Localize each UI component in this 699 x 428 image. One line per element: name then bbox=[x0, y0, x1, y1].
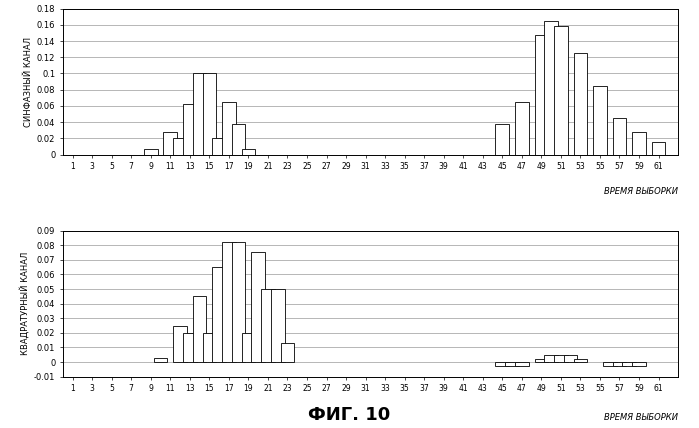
Bar bbox=[612, 118, 626, 155]
Bar bbox=[212, 267, 226, 362]
Bar bbox=[193, 296, 206, 362]
Y-axis label: КВАДРАТУРНЫЙ КАНАЛ: КВАДРАТУРНЫЙ КАНАЛ bbox=[20, 252, 30, 355]
Bar bbox=[212, 138, 226, 155]
Bar bbox=[271, 289, 284, 362]
Bar bbox=[505, 362, 519, 366]
Bar bbox=[280, 343, 294, 362]
Bar bbox=[622, 362, 636, 366]
Bar bbox=[545, 21, 558, 155]
Bar bbox=[232, 242, 245, 362]
Bar bbox=[144, 149, 157, 155]
Bar bbox=[173, 326, 187, 362]
Text: ВРЕМЯ ВЫБОРКИ: ВРЕМЯ ВЫБОРКИ bbox=[604, 413, 678, 422]
Bar bbox=[164, 132, 177, 155]
Bar bbox=[183, 104, 196, 155]
Bar bbox=[203, 333, 216, 362]
Bar bbox=[222, 102, 236, 155]
Bar bbox=[554, 355, 568, 362]
Bar bbox=[154, 358, 167, 362]
Bar bbox=[222, 242, 236, 362]
Bar bbox=[535, 35, 548, 155]
Bar bbox=[242, 149, 255, 155]
Bar bbox=[242, 333, 255, 362]
Bar bbox=[183, 333, 196, 362]
Text: ФИГ. 10: ФИГ. 10 bbox=[308, 406, 391, 424]
Bar bbox=[515, 362, 528, 366]
Bar bbox=[193, 74, 206, 155]
Bar bbox=[632, 362, 646, 366]
Bar bbox=[554, 27, 568, 155]
Bar bbox=[173, 138, 187, 155]
Text: ВРЕМЯ ВЫБОРКИ: ВРЕМЯ ВЫБОРКИ bbox=[604, 187, 678, 196]
Bar bbox=[252, 253, 265, 362]
Bar bbox=[545, 355, 558, 362]
Bar bbox=[261, 289, 275, 362]
Bar bbox=[651, 143, 665, 155]
Bar bbox=[593, 86, 607, 155]
Bar bbox=[603, 362, 617, 366]
Bar bbox=[496, 124, 509, 155]
Bar bbox=[232, 124, 245, 155]
Bar bbox=[535, 359, 548, 362]
Bar bbox=[574, 53, 587, 155]
Y-axis label: СИНФАЗНЫЙ КАНАЛ: СИНФАЗНЫЙ КАНАЛ bbox=[24, 36, 33, 127]
Bar bbox=[632, 132, 646, 155]
Bar bbox=[612, 362, 626, 366]
Bar bbox=[574, 359, 587, 362]
Bar bbox=[203, 74, 216, 155]
Bar bbox=[515, 102, 528, 155]
Bar bbox=[564, 355, 577, 362]
Bar bbox=[496, 362, 509, 366]
